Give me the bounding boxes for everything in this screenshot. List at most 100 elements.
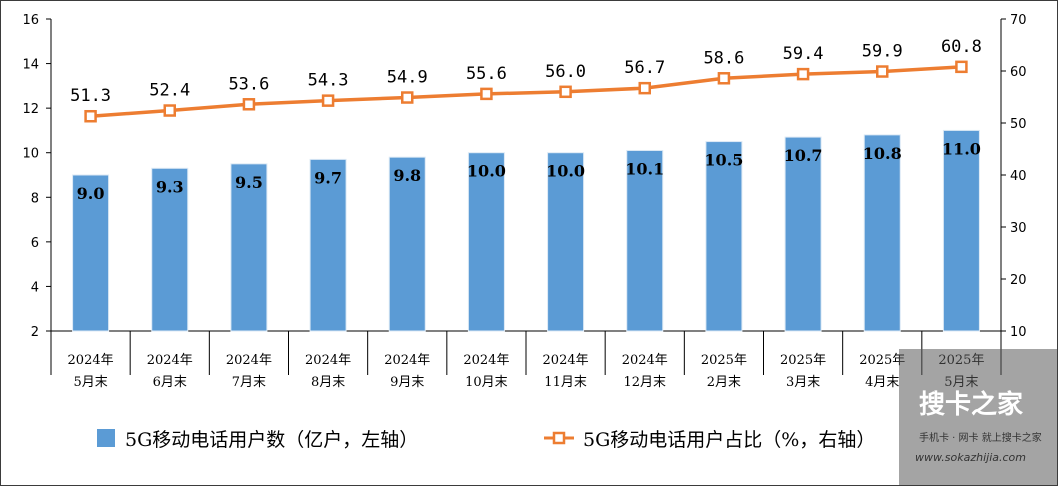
right-tick-label: 60 bbox=[1010, 65, 1027, 80]
ratio-line bbox=[84, 60, 968, 123]
ratio-point bbox=[796, 67, 810, 81]
ratio-value-label: 54.9 bbox=[387, 68, 428, 88]
watermark-title: 搜卡之家 bbox=[919, 389, 1023, 420]
category-label-year: 2024年 bbox=[226, 353, 272, 368]
bar-value-label: 10.0 bbox=[467, 162, 506, 181]
category-label-month: 9月末 bbox=[390, 375, 424, 390]
ratio-point bbox=[163, 104, 176, 117]
category-label-year: 2024年 bbox=[622, 353, 668, 368]
ratio-value-label: 51.3 bbox=[70, 86, 111, 106]
category-label-month: 4月末 bbox=[865, 375, 899, 390]
left-tick-label: 2 bbox=[31, 325, 39, 340]
bar-value-label: 9.3 bbox=[156, 177, 184, 196]
bar bbox=[942, 129, 980, 332]
ratio-value-label: 55.6 bbox=[466, 64, 507, 84]
category-label-year: 2024年 bbox=[543, 353, 589, 368]
left-tick-label: 16 bbox=[22, 13, 39, 28]
bar bbox=[547, 152, 585, 332]
left-tick-label: 14 bbox=[22, 58, 39, 73]
ratio-point bbox=[559, 85, 572, 99]
ratio-point bbox=[876, 65, 889, 78]
ratio-value-label: 58.6 bbox=[703, 48, 744, 68]
category-label-year: 2024年 bbox=[463, 353, 509, 368]
left-tick-label: 10 bbox=[22, 147, 39, 162]
right-tick-label: 10 bbox=[1010, 325, 1027, 340]
category-label-month: 12月末 bbox=[623, 375, 666, 390]
left-tick-label: 4 bbox=[31, 280, 39, 295]
ratio-point bbox=[401, 91, 414, 104]
right-tick-label: 40 bbox=[1010, 169, 1027, 184]
bar-value-label: 10.8 bbox=[863, 144, 902, 163]
legend-line-marker bbox=[552, 431, 566, 445]
ratio-value-label: 54.3 bbox=[308, 71, 349, 91]
bar bbox=[72, 174, 110, 332]
watermark-url: www.sokazhijia.com bbox=[915, 451, 1026, 464]
bar bbox=[151, 167, 189, 332]
ratio-point bbox=[717, 72, 731, 85]
data-labels: 9.0 9.3 9.5 9.7 9.8 10.0 10.0 10.1 10.5 10.7 10.8 1… bbox=[70, 37, 982, 203]
category-label-month: 3月末 bbox=[786, 375, 820, 390]
left-tick-label: 8 bbox=[31, 191, 39, 206]
bar-value-label: 10.1 bbox=[625, 159, 664, 178]
category-label-year: 2025年 bbox=[701, 353, 747, 368]
ratio-value-label: 59.4 bbox=[783, 44, 824, 64]
category-label-month: 5月末 bbox=[73, 375, 107, 390]
bar bbox=[863, 134, 901, 332]
legend-bar-label: 5G移动电话用户数（亿户，左轴） bbox=[125, 429, 418, 451]
legend-line-label: 5G移动电话用户占比（%，右轴） bbox=[583, 429, 875, 451]
ratio-point bbox=[84, 109, 97, 123]
bar bbox=[784, 136, 822, 332]
right-tick-label: 50 bbox=[1010, 117, 1027, 132]
bar-value-label: 10.7 bbox=[784, 146, 823, 165]
bars bbox=[72, 129, 980, 332]
right-tick-label: 30 bbox=[1010, 221, 1027, 236]
ratio-value-label: 59.9 bbox=[862, 42, 903, 62]
bar bbox=[388, 156, 426, 332]
ratio-point bbox=[955, 60, 968, 74]
bar bbox=[705, 141, 743, 332]
bar-value-label: 9.7 bbox=[314, 168, 342, 187]
category-label-month: 2月末 bbox=[707, 375, 741, 390]
category-label-month: 10月末 bbox=[465, 375, 508, 390]
category-label-year: 2024年 bbox=[68, 353, 114, 368]
legend: 5G移动电话用户数（亿户，左轴） 5G移动电话用户占比（%，右轴） bbox=[97, 429, 875, 451]
ratio-point bbox=[638, 81, 651, 95]
ratio-point bbox=[321, 94, 335, 107]
bar bbox=[467, 152, 505, 332]
ratio-value-label: 52.4 bbox=[149, 81, 190, 101]
bar bbox=[230, 163, 268, 332]
left-tick-label: 6 bbox=[31, 236, 39, 251]
right-tick-label: 70 bbox=[1010, 13, 1027, 28]
bar bbox=[626, 149, 664, 332]
bar-value-label: 9.0 bbox=[77, 184, 105, 203]
bar-value-label: 10.5 bbox=[704, 151, 743, 170]
ratio-value-label: 56.7 bbox=[624, 58, 665, 78]
bar bbox=[309, 158, 347, 332]
watermark-backdrop bbox=[899, 349, 1057, 485]
right-tick-label: 20 bbox=[1010, 273, 1027, 288]
watermark-subtitle: 手机卡 · 网卡 就上搜卡之家 bbox=[919, 431, 1042, 444]
bar-value-label: 11.0 bbox=[942, 139, 981, 158]
bar-value-label: 10.0 bbox=[546, 162, 585, 181]
ratio-point bbox=[480, 87, 493, 101]
ratio-value-label: 60.8 bbox=[941, 37, 982, 57]
watermark: 搜卡之家 手机卡 · 网卡 就上搜卡之家 www.sokazhijia.com bbox=[899, 349, 1057, 485]
category-label-year: 2024年 bbox=[305, 353, 351, 368]
category-label-year: 2024年 bbox=[147, 353, 193, 368]
category-label-month: 7月末 bbox=[232, 375, 266, 390]
category-label-year: 2025年 bbox=[859, 353, 905, 368]
category-label-month: 8月末 bbox=[311, 375, 345, 390]
ratio-value-label: 56.0 bbox=[545, 62, 586, 82]
ratio-value-label: 53.6 bbox=[228, 74, 269, 94]
bar-value-label: 9.5 bbox=[235, 173, 263, 192]
bar-value-label: 9.8 bbox=[393, 166, 421, 185]
legend-bar-swatch bbox=[97, 429, 115, 447]
category-label-year: 2025年 bbox=[780, 353, 826, 368]
category-label-month: 11月末 bbox=[544, 375, 587, 390]
ratio-line-path bbox=[90, 65, 962, 118]
category-label-year: 2024年 bbox=[384, 353, 430, 368]
left-tick-label: 12 bbox=[22, 102, 39, 117]
ratio-point bbox=[242, 98, 256, 111]
